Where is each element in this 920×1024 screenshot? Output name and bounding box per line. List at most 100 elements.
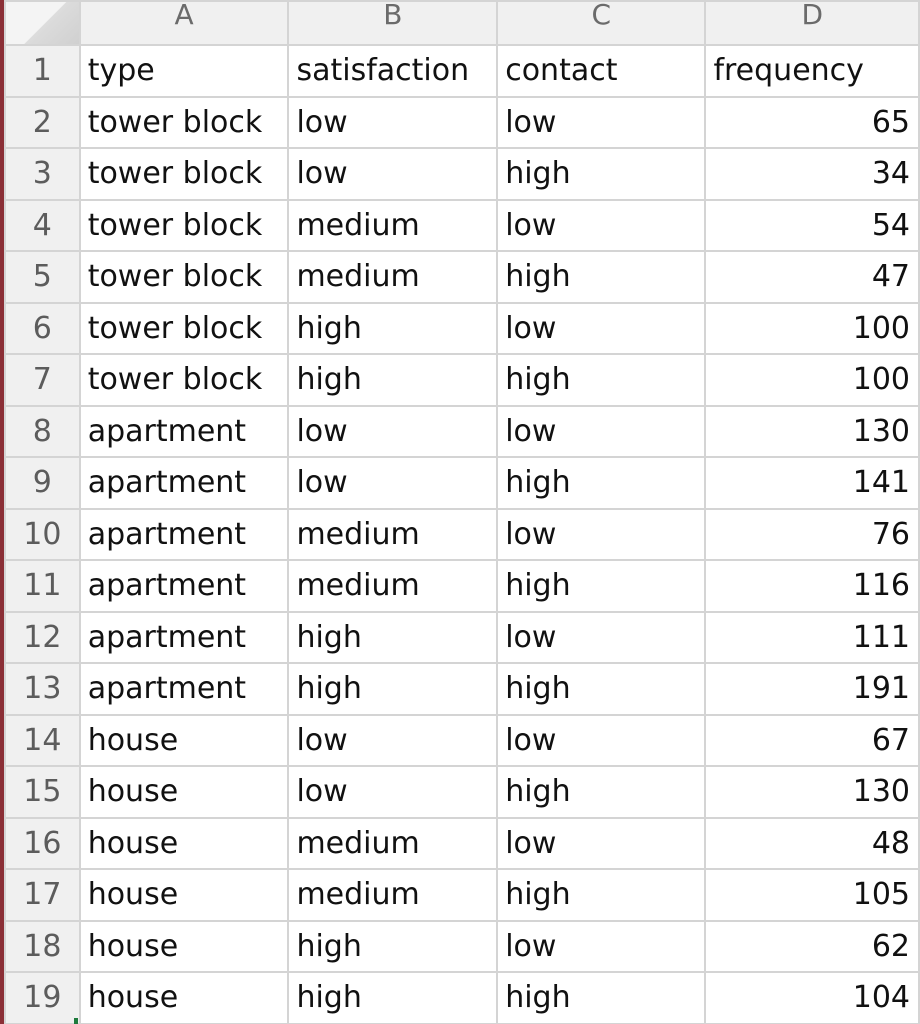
cell-contact[interactable]: high	[496, 250, 707, 304]
cell-type[interactable]: tower block	[78, 147, 290, 201]
cell-contact[interactable]: high	[496, 662, 707, 716]
cell-satisfaction[interactable]: low	[287, 95, 499, 149]
cell-satisfaction[interactable]: medium	[287, 868, 499, 922]
cell-frequency[interactable]: 67	[704, 713, 920, 767]
cell-frequency[interactable]: 130	[704, 765, 920, 819]
cell-satisfaction[interactable]: medium	[287, 816, 499, 870]
row-header[interactable]: 1	[4, 44, 81, 98]
cell-type[interactable]: tower block	[78, 353, 290, 407]
selection-handle[interactable]	[74, 1018, 78, 1024]
cell-frequency[interactable]: 141	[704, 456, 920, 510]
cell-satisfaction[interactable]: high	[287, 610, 499, 664]
cell-contact[interactable]: high	[496, 971, 707, 1024]
cell-contact[interactable]: low	[496, 404, 707, 458]
cell-frequency[interactable]: 130	[704, 404, 920, 458]
select-all-corner[interactable]	[4, 0, 81, 46]
column-header-a[interactable]: A	[78, 0, 290, 46]
cell-satisfaction[interactable]: medium	[287, 250, 499, 304]
cell-contact[interactable]: contact	[496, 44, 707, 98]
cell-type[interactable]: tower block	[78, 301, 290, 355]
cell-satisfaction[interactable]: medium	[287, 559, 499, 613]
cell-satisfaction[interactable]: medium	[287, 507, 499, 561]
cell-frequency[interactable]: 76	[704, 507, 920, 561]
cell-type[interactable]: house	[78, 919, 290, 973]
cell-satisfaction[interactable]: medium	[287, 198, 499, 252]
cell-type[interactable]: apartment	[78, 456, 290, 510]
cell-satisfaction[interactable]: high	[287, 301, 499, 355]
cell-type[interactable]: tower block	[78, 250, 290, 304]
cell-satisfaction[interactable]: high	[287, 971, 499, 1024]
cell-contact[interactable]: low	[496, 198, 707, 252]
column-header-d[interactable]: D	[704, 0, 920, 46]
row-header[interactable]: 7	[4, 353, 81, 407]
cell-type[interactable]: type	[78, 44, 290, 98]
row-header[interactable]: 9	[4, 456, 81, 510]
cell-type[interactable]: house	[78, 816, 290, 870]
cell-type[interactable]: apartment	[78, 610, 290, 664]
cell-contact[interactable]: low	[496, 95, 707, 149]
row-header[interactable]: 19	[4, 971, 81, 1024]
row-header[interactable]: 11	[4, 559, 81, 613]
cell-satisfaction[interactable]: high	[287, 662, 499, 716]
cell-satisfaction[interactable]: low	[287, 404, 499, 458]
cell-contact[interactable]: low	[496, 610, 707, 664]
cell-contact[interactable]: high	[496, 559, 707, 613]
cell-type[interactable]: apartment	[78, 662, 290, 716]
cell-type[interactable]: house	[78, 713, 290, 767]
cell-contact[interactable]: low	[496, 713, 707, 767]
cell-frequency[interactable]: 48	[704, 816, 920, 870]
cell-type[interactable]: house	[78, 971, 290, 1024]
cell-type[interactable]: apartment	[78, 559, 290, 613]
cell-contact[interactable]: low	[496, 301, 707, 355]
cell-contact[interactable]: high	[496, 353, 707, 407]
cell-frequency[interactable]: 116	[704, 559, 920, 613]
row-header[interactable]: 15	[4, 765, 81, 819]
cell-satisfaction[interactable]: high	[287, 919, 499, 973]
cell-frequency[interactable]: 105	[704, 868, 920, 922]
cell-contact[interactable]: high	[496, 147, 707, 201]
cell-contact[interactable]: low	[496, 507, 707, 561]
row-header[interactable]: 18	[4, 919, 81, 973]
cell-satisfaction[interactable]: satisfaction	[287, 44, 499, 98]
cell-type[interactable]: house	[78, 868, 290, 922]
cell-frequency[interactable]: 65	[704, 95, 920, 149]
cell-satisfaction[interactable]: low	[287, 147, 499, 201]
cell-frequency[interactable]: 54	[704, 198, 920, 252]
row-header[interactable]: 2	[4, 95, 81, 149]
cell-frequency[interactable]: frequency	[704, 44, 920, 98]
cell-frequency[interactable]: 100	[704, 353, 920, 407]
cell-satisfaction[interactable]: low	[287, 765, 499, 819]
row-header[interactable]: 13	[4, 662, 81, 716]
row-header[interactable]: 5	[4, 250, 81, 304]
cell-satisfaction[interactable]: high	[287, 353, 499, 407]
cell-contact[interactable]: high	[496, 765, 707, 819]
cell-frequency[interactable]: 34	[704, 147, 920, 201]
cell-contact[interactable]: high	[496, 456, 707, 510]
cell-frequency[interactable]: 104	[704, 971, 920, 1024]
cell-type[interactable]: tower block	[78, 95, 290, 149]
row-header[interactable]: 10	[4, 507, 81, 561]
column-header-b[interactable]: B	[287, 0, 499, 46]
row-header[interactable]: 17	[4, 868, 81, 922]
cell-contact[interactable]: low	[496, 919, 707, 973]
cell-frequency[interactable]: 100	[704, 301, 920, 355]
cell-satisfaction[interactable]: low	[287, 713, 499, 767]
row-header[interactable]: 6	[4, 301, 81, 355]
row-header[interactable]: 3	[4, 147, 81, 201]
column-header-c[interactable]: C	[496, 0, 707, 46]
row-header[interactable]: 16	[4, 816, 81, 870]
row-header[interactable]: 4	[4, 198, 81, 252]
cell-type[interactable]: apartment	[78, 404, 290, 458]
cell-satisfaction[interactable]: low	[287, 456, 499, 510]
row-header[interactable]: 14	[4, 713, 81, 767]
cell-type[interactable]: apartment	[78, 507, 290, 561]
cell-frequency[interactable]: 111	[704, 610, 920, 664]
row-header[interactable]: 8	[4, 404, 81, 458]
cell-frequency[interactable]: 62	[704, 919, 920, 973]
cell-type[interactable]: house	[78, 765, 290, 819]
cell-frequency[interactable]: 191	[704, 662, 920, 716]
cell-contact[interactable]: high	[496, 868, 707, 922]
cell-type[interactable]: tower block	[78, 198, 290, 252]
cell-contact[interactable]: low	[496, 816, 707, 870]
row-header[interactable]: 12	[4, 610, 81, 664]
